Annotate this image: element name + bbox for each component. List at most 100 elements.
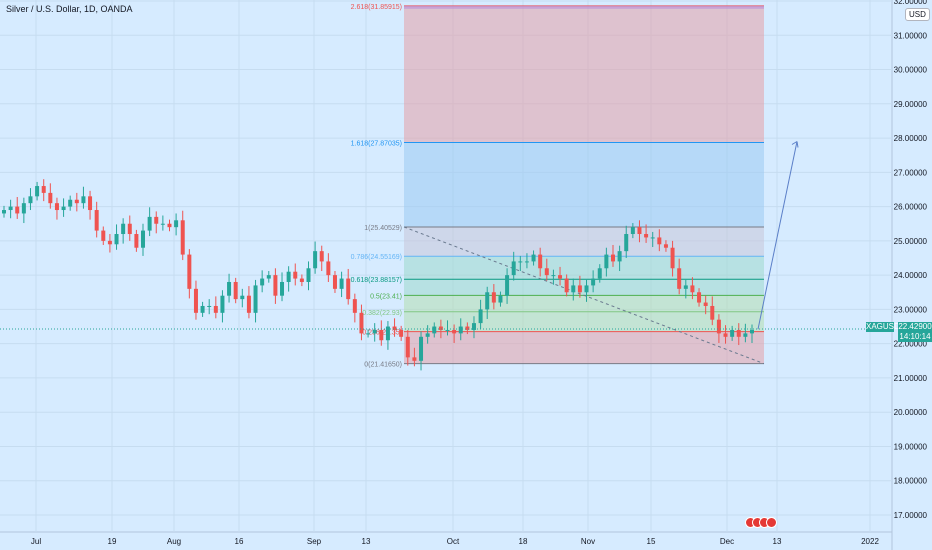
candle-body[interactable] xyxy=(670,247,675,269)
price-axis[interactable] xyxy=(892,0,932,550)
projection-arrow[interactable] xyxy=(757,141,798,330)
candle-body[interactable] xyxy=(491,292,496,303)
candle-body[interactable] xyxy=(498,295,503,303)
candle-body[interactable] xyxy=(326,261,331,276)
candle-body[interactable] xyxy=(319,251,324,262)
candle-body[interactable] xyxy=(597,268,602,279)
economic-events[interactable] xyxy=(745,517,779,528)
candle-body[interactable] xyxy=(538,254,543,269)
candle-body[interactable] xyxy=(180,220,185,255)
candle-body[interactable] xyxy=(432,326,437,334)
candle-body[interactable] xyxy=(558,275,563,279)
candle-body[interactable] xyxy=(306,268,311,282)
candle-body[interactable] xyxy=(419,336,424,361)
candle-body[interactable] xyxy=(299,278,304,282)
candle-body[interactable] xyxy=(683,285,688,289)
candle-body[interactable] xyxy=(591,278,596,286)
candle-body[interactable] xyxy=(743,333,748,337)
candle-body[interactable] xyxy=(54,203,59,211)
candle-body[interactable] xyxy=(8,206,13,211)
candle-body[interactable] xyxy=(366,333,371,335)
candle-body[interactable] xyxy=(253,285,258,313)
candle-body[interactable] xyxy=(544,268,549,276)
candle-body[interactable] xyxy=(21,203,26,214)
candle-body[interactable] xyxy=(313,251,318,269)
candle-body[interactable] xyxy=(730,329,735,337)
candle-body[interactable] xyxy=(452,329,457,334)
candle-body[interactable] xyxy=(577,285,582,293)
candle-body[interactable] xyxy=(379,329,384,341)
candle-body[interactable] xyxy=(478,309,483,324)
candle-body[interactable] xyxy=(604,254,609,269)
candle-body[interactable] xyxy=(246,295,251,313)
candle-body[interactable] xyxy=(81,196,86,204)
candle-body[interactable] xyxy=(88,196,93,211)
candle-body[interactable] xyxy=(465,326,470,330)
candle-body[interactable] xyxy=(677,268,682,289)
candle-body[interactable] xyxy=(233,281,238,300)
candle-body[interactable] xyxy=(266,275,271,279)
candle-body[interactable] xyxy=(107,240,112,245)
candle-body[interactable] xyxy=(280,281,285,296)
candle-body[interactable] xyxy=(127,223,132,235)
candle-body[interactable] xyxy=(174,220,179,228)
candle-body[interactable] xyxy=(273,275,278,296)
candle-body[interactable] xyxy=(332,275,337,289)
candle-body[interactable] xyxy=(134,234,139,248)
flag-icon[interactable] xyxy=(766,517,777,528)
candle-body[interactable] xyxy=(187,254,192,289)
candle-body[interactable] xyxy=(68,199,73,207)
candle-body[interactable] xyxy=(2,210,6,214)
candle-body[interactable] xyxy=(425,333,430,337)
candle-body[interactable] xyxy=(551,275,556,277)
candle-body[interactable] xyxy=(213,305,218,313)
candle-body[interactable] xyxy=(630,227,635,235)
candle-body[interactable] xyxy=(41,186,46,193)
candle-body[interactable] xyxy=(346,278,351,300)
candle-body[interactable] xyxy=(167,223,172,228)
candle-body[interactable] xyxy=(571,285,576,293)
candle-body[interactable] xyxy=(15,206,20,214)
candle-body[interactable] xyxy=(121,223,126,235)
candle-body[interactable] xyxy=(644,234,649,238)
candle-body[interactable] xyxy=(485,292,490,310)
candle-body[interactable] xyxy=(286,271,291,282)
candle-body[interactable] xyxy=(28,196,33,204)
candle-body[interactable] xyxy=(617,251,622,262)
candle-body[interactable] xyxy=(445,329,450,331)
candle-body[interactable] xyxy=(61,206,66,211)
candle-body[interactable] xyxy=(703,302,708,306)
candle-body[interactable] xyxy=(141,230,146,248)
candle-body[interactable] xyxy=(392,326,397,330)
trend-line[interactable] xyxy=(403,226,765,365)
candle-body[interactable] xyxy=(74,199,79,204)
currency-badge[interactable]: USD xyxy=(905,8,930,21)
candle-body[interactable] xyxy=(339,278,344,289)
candle-body[interactable] xyxy=(240,295,245,300)
candle-body[interactable] xyxy=(352,299,357,313)
candle-body[interactable] xyxy=(584,285,589,293)
candle-body[interactable] xyxy=(48,192,53,204)
candle-body[interactable] xyxy=(511,261,516,276)
candle-body[interactable] xyxy=(193,288,198,313)
candle-body[interactable] xyxy=(524,261,529,263)
candle-body[interactable] xyxy=(359,312,364,334)
candle-body[interactable] xyxy=(531,254,536,262)
candle-body[interactable] xyxy=(260,278,265,286)
candle-body[interactable] xyxy=(372,329,377,334)
candle-body[interactable] xyxy=(438,326,443,330)
candle-body[interactable] xyxy=(637,227,642,235)
candle-body[interactable] xyxy=(385,326,390,341)
candle-body[interactable] xyxy=(399,329,404,337)
candle-body[interactable] xyxy=(405,336,410,358)
candle-body[interactable] xyxy=(736,329,741,337)
candle-body[interactable] xyxy=(750,329,754,334)
candle-body[interactable] xyxy=(657,237,662,245)
candle-body[interactable] xyxy=(610,254,615,262)
candle-body[interactable] xyxy=(518,261,523,263)
candle-body[interactable] xyxy=(160,223,165,225)
candle-body[interactable] xyxy=(154,216,159,224)
candle-body[interactable] xyxy=(458,326,463,334)
